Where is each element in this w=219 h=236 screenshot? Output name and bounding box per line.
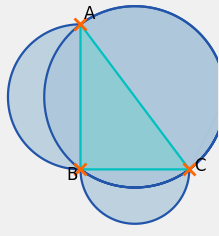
Polygon shape [44,6,219,224]
Polygon shape [81,24,189,169]
Text: A: A [84,4,95,22]
Text: B: B [66,165,77,184]
Polygon shape [8,6,219,188]
Text: C: C [194,157,205,175]
